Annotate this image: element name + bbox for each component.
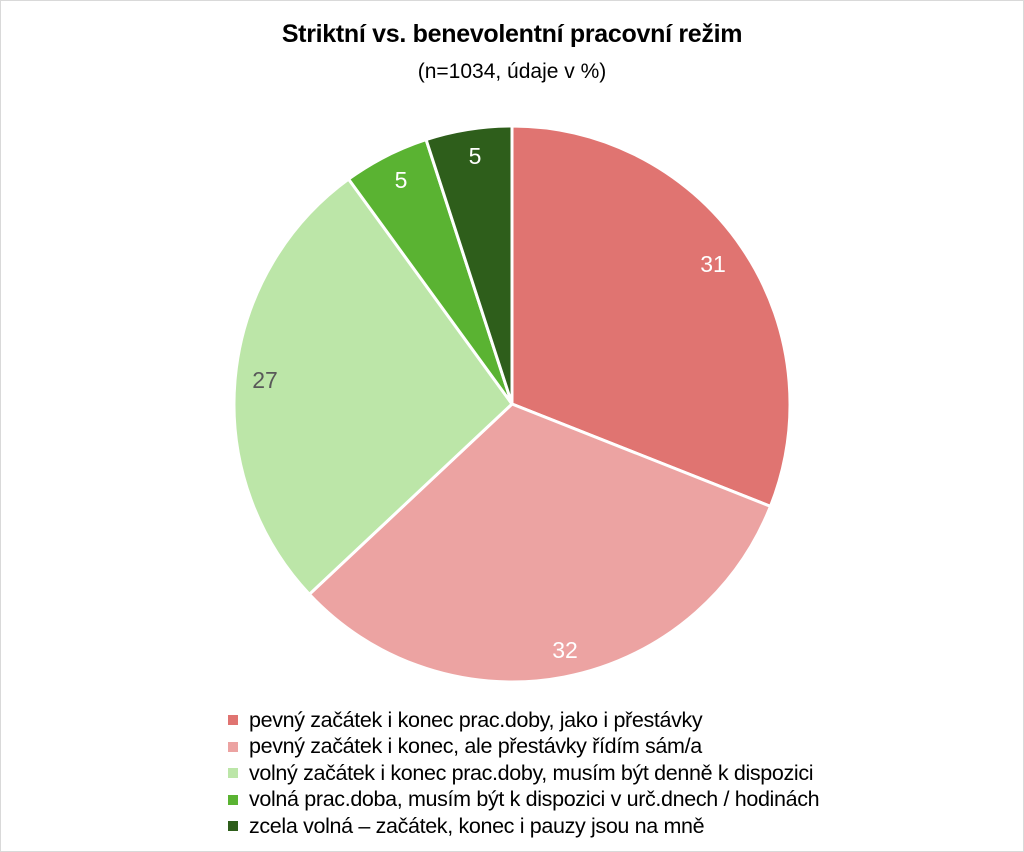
legend-item: pevný začátek i konec, ale přestávky říd…	[228, 734, 819, 761]
data-label-slice-3: 27	[252, 367, 278, 393]
legend-item: volný začátek i konec prac.doby, musím b…	[228, 760, 819, 787]
legend-label: volná prac.doba, musím být k dispozici v…	[249, 787, 820, 812]
legend-swatch	[228, 794, 238, 805]
legend-label: volný začátek i konec prac.doby, musím b…	[249, 760, 814, 785]
legend-swatch	[228, 821, 238, 832]
legend-label: zcela volná – začátek, konec i pauzy jso…	[249, 813, 705, 838]
data-label-slice-1: 31	[700, 251, 726, 277]
chart-legend: pevný začátek i konec prac.doby, jako i …	[228, 707, 820, 840]
legend-swatch	[228, 768, 238, 779]
legend-item: volná prac.doba, musím být k dispozici v…	[228, 787, 820, 814]
legend-swatch	[228, 715, 238, 726]
pie-slices	[232, 124, 792, 684]
legend-item: zcela volná – začátek, konec i pauzy jso…	[228, 813, 819, 840]
pie-slice-1	[510, 124, 792, 508]
data-label-slice-2: 32	[552, 637, 578, 663]
pie-slice-2	[307, 402, 772, 684]
data-label-slice-5: 5	[469, 143, 482, 169]
data-label-slice-4: 5	[395, 167, 408, 193]
chart-title: Striktní vs. benevolentní pracovní režim	[281, 20, 743, 48]
chart-subtitle: (n=1034, údaje v %)	[417, 60, 607, 83]
pie-data-labels: 31 32 27 5 5	[252, 143, 726, 663]
legend-swatch	[228, 741, 238, 752]
pie-slice-3	[232, 177, 514, 596]
pie-slice-5	[424, 124, 514, 406]
legend-label: pevný začátek i konec, ale přestávky říd…	[249, 734, 702, 759]
legend-item: pevný začátek i konec prac.doby, jako i …	[228, 707, 819, 734]
legend-label: pevný začátek i konec prac.doby, jako i …	[249, 707, 703, 732]
